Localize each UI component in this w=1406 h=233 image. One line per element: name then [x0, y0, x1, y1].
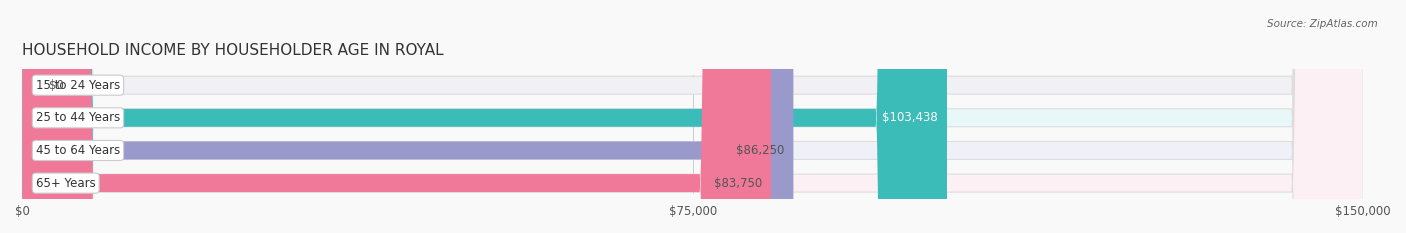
FancyBboxPatch shape	[22, 0, 1364, 233]
Text: 65+ Years: 65+ Years	[35, 177, 96, 190]
FancyBboxPatch shape	[22, 0, 1364, 233]
FancyBboxPatch shape	[22, 0, 793, 233]
FancyBboxPatch shape	[22, 0, 948, 233]
Text: $83,750: $83,750	[714, 177, 762, 190]
Text: Source: ZipAtlas.com: Source: ZipAtlas.com	[1267, 19, 1378, 29]
FancyBboxPatch shape	[22, 0, 1364, 233]
Text: 15 to 24 Years: 15 to 24 Years	[35, 79, 120, 92]
FancyBboxPatch shape	[22, 0, 770, 233]
Text: HOUSEHOLD INCOME BY HOUSEHOLDER AGE IN ROYAL: HOUSEHOLD INCOME BY HOUSEHOLDER AGE IN R…	[22, 43, 444, 58]
Text: 45 to 64 Years: 45 to 64 Years	[35, 144, 120, 157]
Text: $103,438: $103,438	[883, 111, 938, 124]
Text: 25 to 44 Years: 25 to 44 Years	[35, 111, 120, 124]
Text: $86,250: $86,250	[737, 144, 785, 157]
FancyBboxPatch shape	[22, 0, 1364, 233]
Text: $0: $0	[49, 79, 65, 92]
